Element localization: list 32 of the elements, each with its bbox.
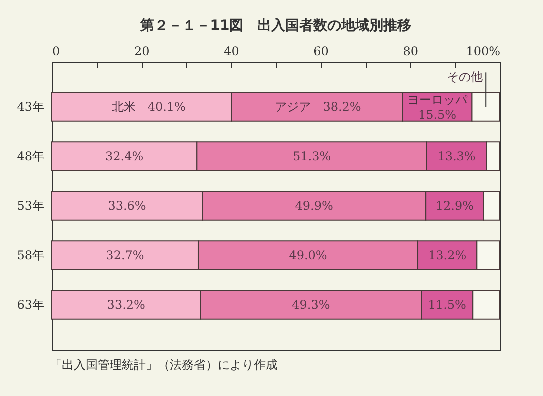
data-label: 32.4% <box>106 150 144 164</box>
data-label: 51.3% <box>293 150 332 164</box>
data-label: 40.1% <box>148 100 186 114</box>
text: 「出入国管理統計」（法務省）により作成 <box>50 358 278 372</box>
y-tick-label: 43年 <box>17 100 44 114</box>
data-label: 13.3% <box>438 150 476 164</box>
data-label: 15.5% <box>418 108 457 122</box>
series-label: その他 <box>447 70 484 84</box>
data-label: 33.2% <box>107 298 146 312</box>
data-label: 38.2% <box>323 100 362 114</box>
chart-title: 第２－１－11図 出入国者数の地域別推移 <box>139 18 412 34</box>
data-label: 49.0% <box>289 248 328 262</box>
y-tick-label: 53年 <box>17 199 44 213</box>
x-tick-label: 0 <box>52 44 60 58</box>
data-label: 33.6% <box>108 199 146 213</box>
data-label: 13.2% <box>428 248 467 262</box>
x-tick-label: 40 <box>224 44 240 58</box>
y-tick-label: 63年 <box>17 298 44 312</box>
series-label: アジア <box>275 100 312 114</box>
series-label: 北米 <box>112 100 136 114</box>
data-label: 12.9% <box>436 199 474 213</box>
x-tick-label: 20 <box>134 44 150 58</box>
x-tick-label: 100% <box>466 44 500 58</box>
data-label: 49.9% <box>295 199 334 213</box>
data-label: 32.7% <box>106 248 144 262</box>
y-tick-label: 58年 <box>17 248 44 262</box>
data-label: 11.5% <box>428 298 466 312</box>
data-label: 49.3% <box>292 298 330 312</box>
series-label: ヨーロッパ <box>408 93 469 108</box>
x-tick-label: 80 <box>403 44 419 58</box>
x-tick-label: 60 <box>314 44 329 58</box>
y-tick-label: 48年 <box>17 150 44 164</box>
